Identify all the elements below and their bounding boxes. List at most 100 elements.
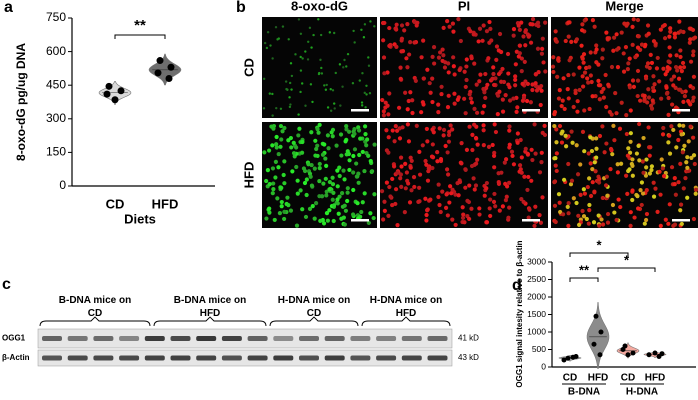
cell (387, 25, 392, 31)
cell (446, 172, 451, 177)
cell (472, 122, 477, 127)
cell (643, 42, 648, 47)
cell (615, 65, 621, 70)
cell (295, 191, 300, 196)
cell (477, 212, 482, 217)
blot-band (170, 355, 191, 361)
cell (398, 176, 403, 181)
cell (651, 74, 656, 79)
cell (503, 198, 509, 203)
cell (627, 85, 633, 90)
cell (306, 58, 310, 61)
cell (593, 169, 598, 174)
cell (399, 164, 404, 169)
cell (437, 126, 442, 131)
cell (662, 22, 667, 28)
cell (614, 111, 619, 116)
cell (409, 188, 414, 193)
cell (646, 31, 651, 36)
cell (596, 62, 601, 67)
cell (563, 38, 568, 44)
cell (331, 89, 335, 92)
cell (630, 188, 635, 193)
micrograph (550, 17, 698, 118)
cell (317, 178, 322, 184)
cell (387, 91, 392, 96)
cell (693, 191, 698, 196)
cell (361, 72, 364, 75)
cell (352, 131, 357, 136)
cell (339, 104, 342, 107)
cell (490, 76, 495, 81)
cell (317, 72, 321, 76)
cell (624, 131, 629, 137)
cell (453, 192, 458, 197)
cell (597, 223, 602, 228)
cell (362, 36, 366, 39)
cell (362, 191, 367, 196)
cell (630, 173, 635, 178)
cell (554, 39, 559, 44)
cell (533, 72, 538, 77)
cell (408, 90, 413, 95)
cell (413, 78, 418, 83)
cell (674, 53, 679, 58)
cell (611, 123, 616, 128)
cell (676, 76, 682, 81)
x-tick-label: CD (563, 373, 577, 384)
panel-label: c (2, 276, 11, 293)
cell (384, 128, 389, 133)
cell (524, 98, 530, 104)
cell (282, 159, 287, 164)
cell (556, 96, 562, 101)
cell (596, 83, 602, 88)
cell (519, 170, 524, 175)
group-brace (361, 316, 451, 327)
cell (458, 38, 463, 44)
cell (516, 23, 521, 28)
cell (661, 66, 666, 71)
group-label: H-DNA (626, 387, 658, 398)
cell (445, 150, 450, 155)
cell (535, 20, 541, 25)
cell (380, 97, 385, 103)
cell (342, 222, 347, 227)
cell (312, 216, 317, 221)
row-label: CD (241, 58, 256, 77)
cell (519, 69, 524, 74)
cell (600, 222, 606, 227)
cell (535, 46, 541, 51)
cell (314, 146, 319, 152)
cell (530, 17, 536, 22)
cell (690, 27, 696, 33)
cell (537, 212, 542, 218)
cell (297, 18, 301, 21)
cell (569, 39, 574, 44)
cell (384, 148, 389, 153)
cell (347, 167, 352, 173)
y-tick-label: 300 (46, 111, 66, 125)
cell (442, 65, 448, 70)
cell (600, 56, 605, 61)
cell (408, 155, 413, 160)
cell (299, 90, 302, 94)
cell (646, 95, 652, 100)
cell (345, 190, 350, 195)
cell (339, 153, 344, 158)
cell (631, 17, 636, 22)
panel-label: a (4, 0, 13, 16)
cell (691, 53, 696, 58)
cell (514, 109, 519, 115)
cell (477, 206, 482, 211)
data-point (593, 313, 599, 319)
cell (317, 165, 322, 171)
group-label-line: B-DNA mice on (174, 295, 246, 306)
cell (309, 162, 314, 168)
cell (265, 168, 270, 173)
cell (605, 193, 610, 198)
cell (575, 99, 580, 104)
cell (672, 35, 678, 40)
cell (539, 150, 544, 155)
cell (282, 209, 287, 214)
cell (590, 18, 596, 23)
